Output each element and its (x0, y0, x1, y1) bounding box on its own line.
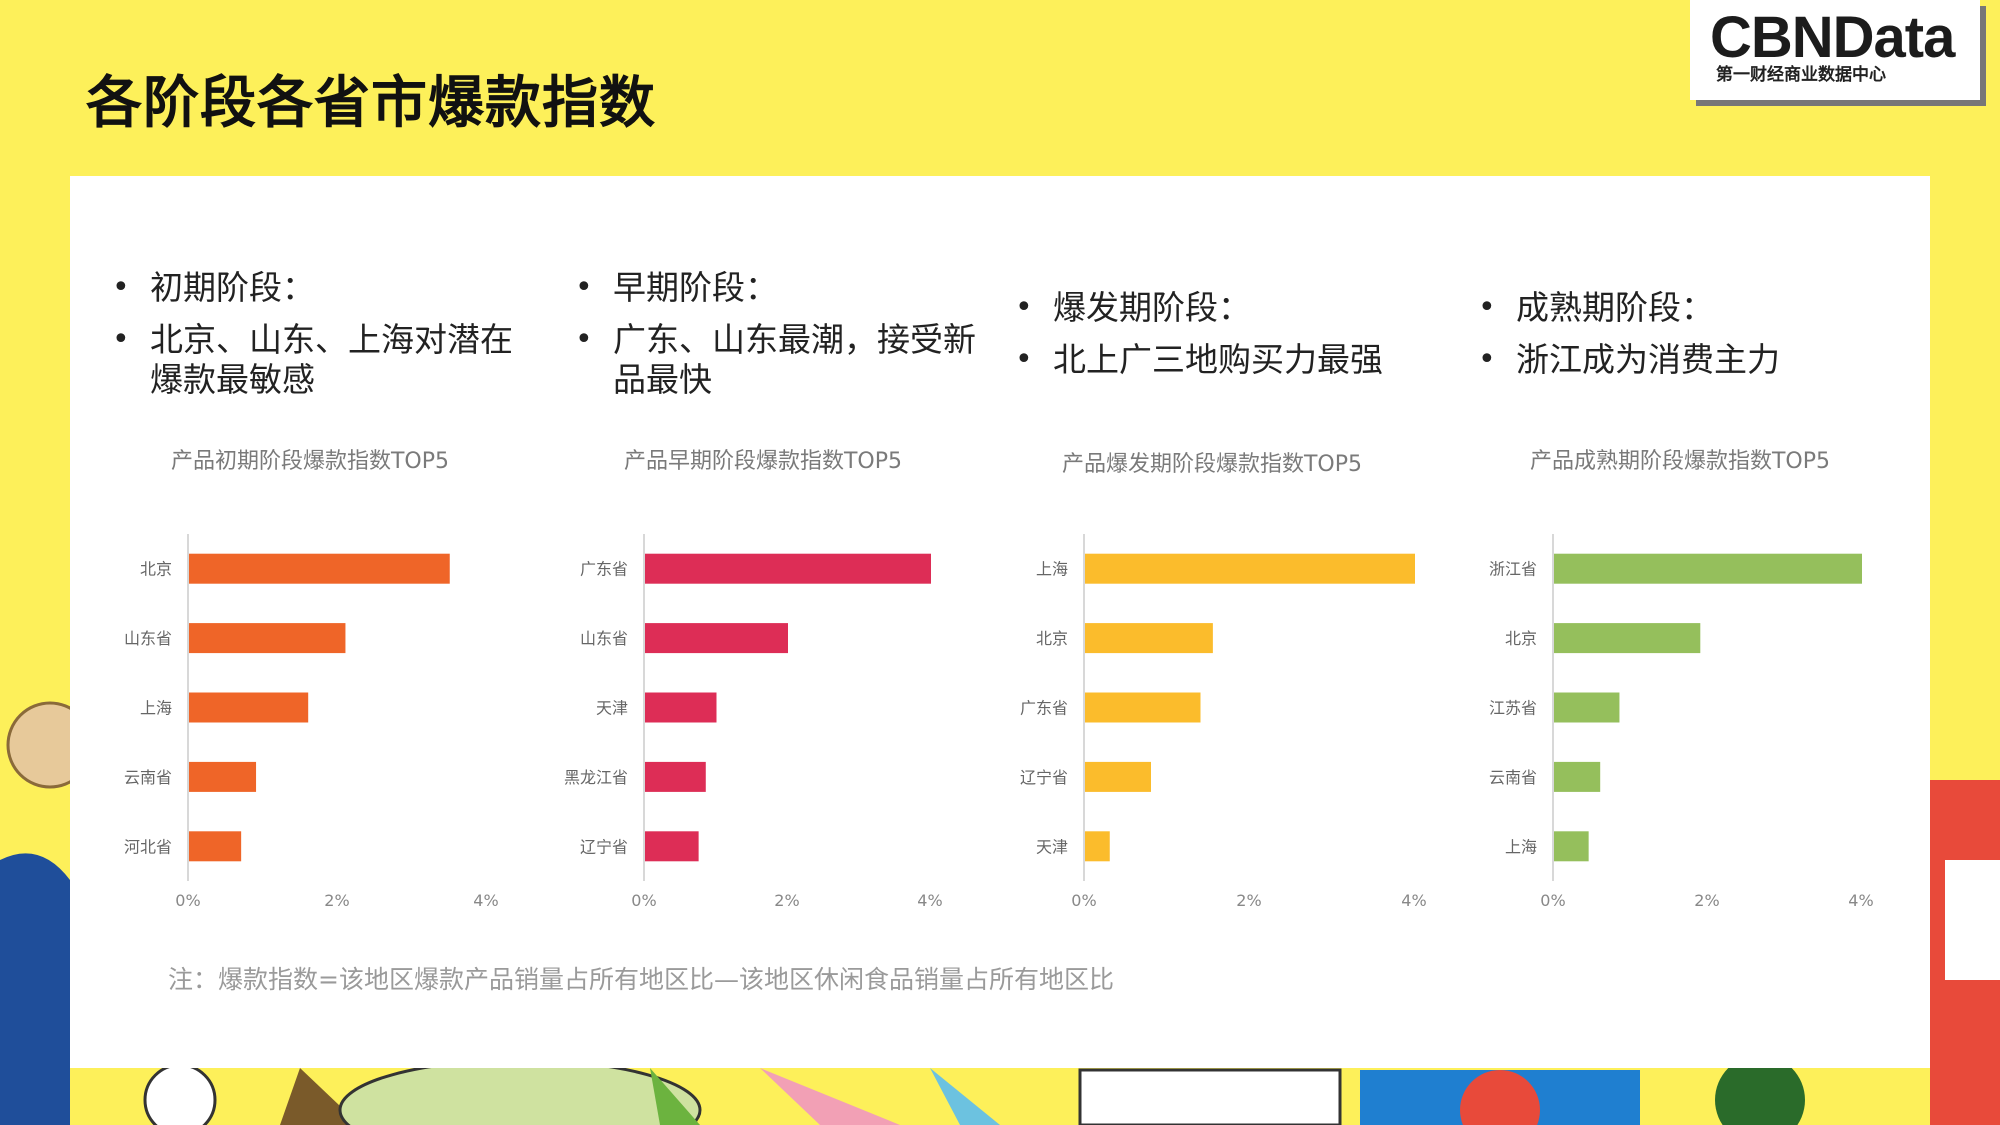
chart-bar (1085, 553, 1415, 584)
section-burst-bullets: • 爆发期阶段： • 北上广三地购买力最强 (1015, 288, 1435, 392)
chart-bar (189, 761, 257, 792)
chart-bar (1554, 623, 1701, 654)
bullet-item: • 浙江成为消费主力 (1478, 340, 1780, 379)
page-title: 各阶段各省市爆款指数 (86, 71, 656, 136)
footnote: 注：爆款指数=该地区爆款产品销量占所有地区比—该地区休闲食品销量占所有地区比 (168, 965, 1114, 994)
bullet-text: 爆发期阶段： (1053, 288, 1251, 327)
chart-bar (645, 761, 706, 792)
bullet-text: 初期阶段： (150, 268, 315, 307)
chart-category-label: 江苏省 (1489, 699, 1537, 718)
chart-tick-label: 4% (1848, 891, 1873, 910)
bullet-text: 浙江成为消费主力 (1516, 340, 1780, 379)
chart-title: 产品初期阶段爆款指数TOP5 (171, 449, 449, 474)
chart-tick-label: 0% (175, 891, 200, 910)
content-panel: • 初期阶段： • 北京、山东、上海对潜在爆款最敏感 • 早期阶段： • 广东、山东最潮… (70, 176, 1930, 1068)
section-initial-bullets: • 初期阶段： • 北京、山东、上海对潜在爆款最敏感 (112, 268, 532, 412)
chart-bar (189, 553, 450, 584)
chart-bar (1085, 761, 1151, 792)
chart-bar (1085, 831, 1110, 862)
chart-tick-label: 4% (917, 891, 942, 910)
chart-bar (1085, 692, 1201, 723)
chart-bar (1554, 553, 1862, 584)
chart-bar (1085, 623, 1213, 654)
chart-category-label: 上海 (1505, 837, 1537, 856)
bullet-item: • 成熟期阶段： (1478, 288, 1714, 327)
chart-bar (189, 692, 309, 723)
bullet-text: 北上广三地购买力最强 (1053, 340, 1383, 379)
chart-tick-label: 2% (1694, 891, 1719, 910)
chart-category-label: 河北省 (124, 837, 172, 856)
section-mature-bullets: • 成熟期阶段： • 浙江成为消费主力 (1478, 288, 1898, 392)
bullet-item: • 爆发期阶段： (1015, 288, 1251, 327)
bullet-item: • 初期阶段： (112, 268, 315, 307)
chart-category-label: 天津 (596, 699, 628, 718)
chart-tick-label: 2% (1236, 891, 1261, 910)
bullet-text: 成熟期阶段： (1516, 288, 1714, 327)
chart-bar (645, 553, 931, 584)
logo-brand: CBNData (1710, 5, 1955, 70)
chart-category-label: 北京 (1505, 629, 1537, 648)
logo-subtitle: 第一财经商业数据中心 (1716, 65, 1886, 85)
chart-category-label: 北京 (140, 560, 172, 579)
chart-bar (1554, 831, 1589, 862)
chart-title: 产品成熟期阶段爆款指数TOP5 (1530, 449, 1830, 474)
chart-tick-label: 0% (1540, 891, 1565, 910)
bullet-item: • 广东、山东最潮，接受新品最快 (575, 320, 976, 399)
chart-category-label: 山东省 (580, 629, 628, 648)
bullet-item: • 北上广三地购买力最强 (1015, 340, 1383, 379)
chart-tick-label: 2% (324, 891, 349, 910)
chart-category-label: 山东省 (124, 629, 172, 648)
chart-category-label: 上海 (1036, 560, 1068, 579)
chart-title: 产品爆发期阶段爆款指数TOP5 (1062, 452, 1362, 477)
chart-category-label: 广东省 (1020, 699, 1068, 718)
chart-category-label: 云南省 (1489, 768, 1537, 787)
chart-category-label: 黑龙江省 (564, 768, 628, 787)
chart-tick-label: 2% (774, 891, 799, 910)
chart-bar (189, 623, 346, 654)
logo: CBNData 第一财经商业数据中心 (1690, 0, 1980, 100)
bullet-text: 北京、山东、上海对潜在爆款最敏感 (150, 320, 513, 399)
chart-tick-label: 4% (473, 891, 498, 910)
chart-bar (1554, 761, 1601, 792)
chart-bar (645, 831, 699, 862)
section-early-bullets: • 早期阶段： • 广东、山东最潮，接受新品最快 (575, 268, 995, 412)
bullet-text: 广东、山东最潮，接受新品最快 (613, 320, 976, 399)
chart-category-label: 浙江省 (1489, 560, 1537, 579)
bullet-item: • 北京、山东、上海对潜在爆款最敏感 (112, 320, 513, 399)
chart-category-label: 广东省 (580, 560, 628, 579)
chart-tick-label: 0% (1071, 891, 1096, 910)
chart-category-label: 辽宁省 (580, 837, 628, 856)
chart-category-label: 上海 (140, 699, 172, 718)
chart-tick-label: 0% (631, 891, 656, 910)
chart-bar (189, 831, 242, 862)
chart-category-label: 云南省 (124, 768, 172, 787)
chart-bar (645, 623, 788, 654)
chart-category-label: 辽宁省 (1020, 768, 1068, 787)
chart-tick-label: 4% (1401, 891, 1426, 910)
chart-category-label: 天津 (1036, 837, 1068, 856)
chart-category-label: 北京 (1036, 629, 1068, 648)
bullet-item: • 早期阶段： (575, 268, 778, 307)
chart-bar (1554, 692, 1620, 723)
chart-bar (645, 692, 717, 723)
chart-title: 产品早期阶段爆款指数TOP5 (624, 449, 902, 474)
bullet-text: 早期阶段： (613, 268, 778, 307)
